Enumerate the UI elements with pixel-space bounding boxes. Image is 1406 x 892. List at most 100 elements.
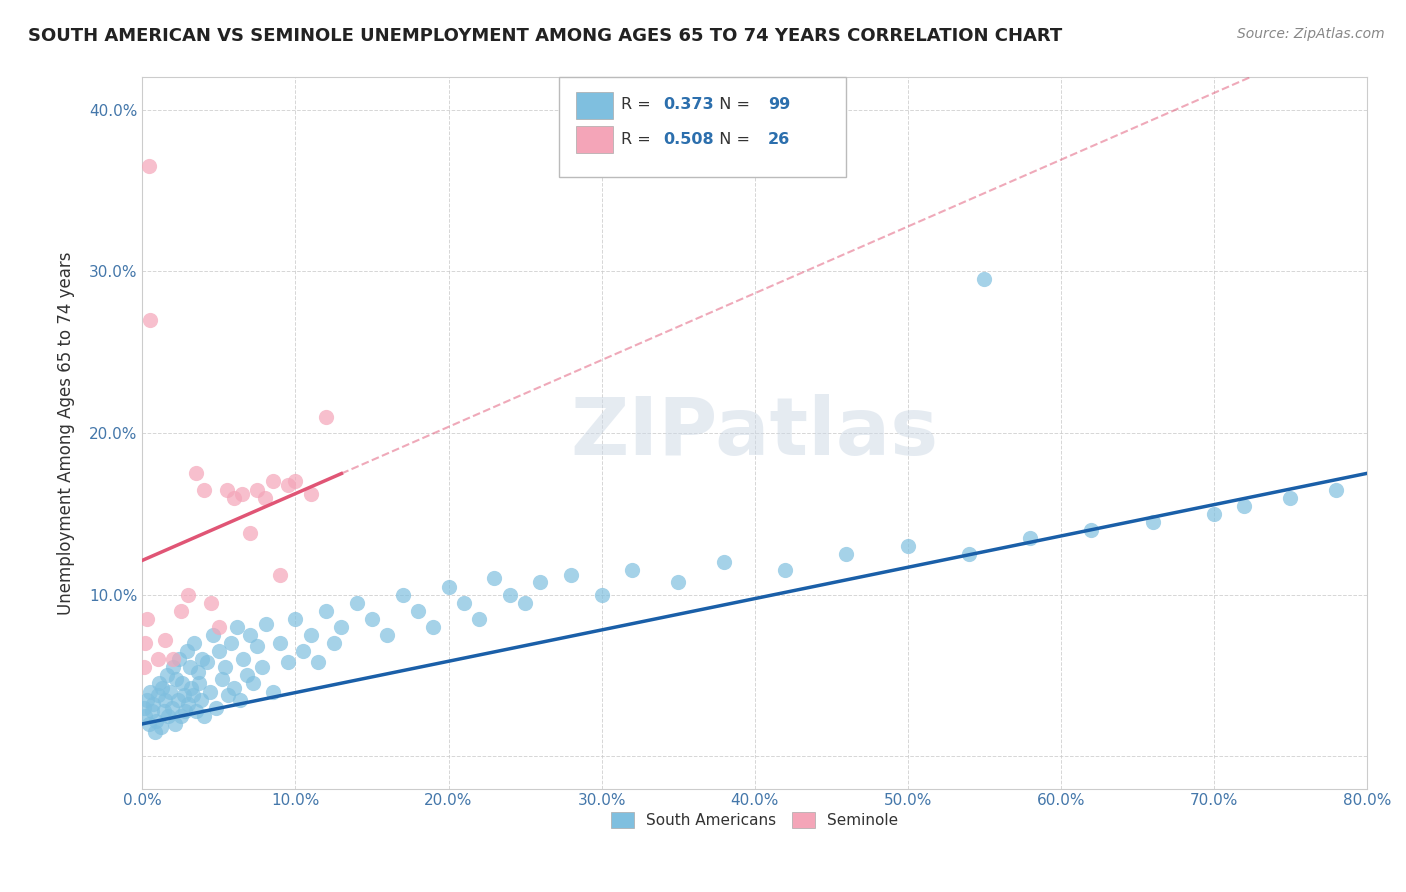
- Point: [246, 640, 269, 654]
- Point: [773, 563, 796, 577]
- Point: [262, 475, 284, 489]
- Point: [184, 467, 207, 481]
- Text: N =: N =: [709, 132, 755, 147]
- Point: [219, 636, 242, 650]
- Point: [142, 698, 165, 712]
- Point: [1202, 507, 1225, 521]
- Point: [200, 596, 222, 610]
- Point: [897, 539, 920, 553]
- Point: [162, 660, 184, 674]
- Point: [139, 684, 162, 698]
- Point: [226, 620, 249, 634]
- Point: [224, 681, 246, 696]
- Point: [254, 616, 277, 631]
- Point: [391, 588, 413, 602]
- Point: [143, 725, 166, 739]
- Point: [211, 672, 233, 686]
- Point: [139, 313, 162, 327]
- Point: [205, 700, 228, 714]
- Point: [1080, 523, 1102, 537]
- FancyBboxPatch shape: [558, 78, 846, 177]
- Point: [198, 684, 221, 698]
- Point: [835, 547, 858, 561]
- Point: [231, 487, 253, 501]
- Point: [157, 708, 180, 723]
- Point: [346, 596, 368, 610]
- FancyBboxPatch shape: [576, 92, 613, 119]
- Point: [513, 596, 536, 610]
- Text: 99: 99: [768, 97, 790, 112]
- Point: [155, 632, 177, 647]
- Point: [499, 588, 522, 602]
- FancyBboxPatch shape: [576, 126, 613, 153]
- Point: [307, 656, 329, 670]
- Point: [176, 644, 198, 658]
- Text: R =: R =: [621, 97, 657, 112]
- Point: [177, 698, 200, 712]
- Point: [437, 580, 460, 594]
- Point: [145, 714, 167, 728]
- Point: [315, 604, 337, 618]
- Point: [166, 692, 188, 706]
- Point: [484, 571, 506, 585]
- Point: [269, 568, 291, 582]
- Point: [138, 717, 160, 731]
- Point: [215, 483, 238, 497]
- Point: [242, 676, 264, 690]
- Text: R =: R =: [621, 132, 657, 147]
- Point: [406, 604, 429, 618]
- Point: [150, 681, 173, 696]
- Legend: South Americans, Seminole: South Americans, Seminole: [605, 806, 904, 834]
- Point: [292, 644, 315, 658]
- Point: [134, 636, 156, 650]
- Point: [146, 688, 169, 702]
- Point: [201, 628, 224, 642]
- Y-axis label: Unemployment Among Ages 65 to 74 years: Unemployment Among Ages 65 to 74 years: [58, 252, 75, 615]
- Point: [246, 483, 269, 497]
- Point: [621, 563, 644, 577]
- Point: [160, 700, 183, 714]
- Point: [174, 704, 197, 718]
- Point: [322, 636, 344, 650]
- Point: [155, 692, 177, 706]
- Point: [224, 491, 246, 505]
- Point: [529, 574, 551, 589]
- Text: SOUTH AMERICAN VS SEMINOLE UNEMPLOYMENT AMONG AGES 65 TO 74 YEARS CORRELATION CH: SOUTH AMERICAN VS SEMINOLE UNEMPLOYMENT …: [28, 27, 1063, 45]
- Point: [214, 660, 236, 674]
- Point: [173, 688, 195, 702]
- Point: [181, 688, 204, 702]
- Point: [973, 272, 995, 286]
- Point: [1324, 483, 1347, 497]
- Point: [167, 652, 190, 666]
- Point: [190, 692, 212, 706]
- Point: [468, 612, 491, 626]
- Point: [162, 652, 184, 666]
- Point: [136, 692, 159, 706]
- Point: [156, 668, 179, 682]
- Point: [153, 704, 176, 718]
- Text: 0.508: 0.508: [662, 132, 713, 147]
- Point: [250, 660, 273, 674]
- Point: [193, 708, 215, 723]
- Text: 26: 26: [768, 132, 790, 147]
- Point: [229, 692, 252, 706]
- Point: [163, 717, 186, 731]
- Point: [170, 708, 193, 723]
- Text: ZIPatlas: ZIPatlas: [571, 394, 939, 472]
- Point: [132, 660, 155, 674]
- Point: [284, 612, 307, 626]
- Point: [177, 588, 200, 602]
- Point: [238, 628, 260, 642]
- Point: [453, 596, 475, 610]
- Point: [149, 720, 172, 734]
- Point: [186, 665, 208, 680]
- Point: [262, 684, 284, 698]
- Point: [666, 574, 689, 589]
- Text: N =: N =: [709, 97, 755, 112]
- Point: [299, 628, 322, 642]
- Point: [188, 676, 211, 690]
- Point: [1142, 515, 1164, 529]
- Point: [1233, 499, 1256, 513]
- Point: [713, 555, 735, 569]
- Point: [193, 483, 215, 497]
